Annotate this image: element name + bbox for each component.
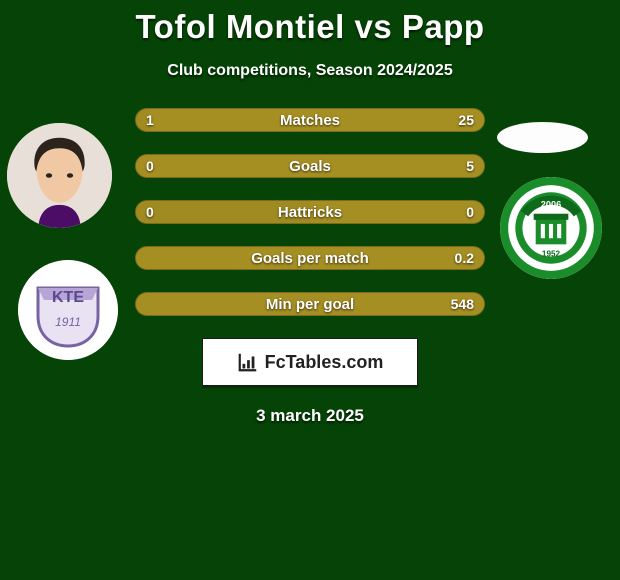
club2-year: 2006 <box>541 200 561 210</box>
stat-label: Goals <box>136 158 484 175</box>
chart-icon <box>237 351 259 373</box>
stat-label: Goals per match <box>136 250 484 267</box>
club1-year: 1911 <box>55 315 81 329</box>
date-text: 3 march 2025 <box>0 406 620 426</box>
stat-label: Hattricks <box>136 204 484 221</box>
brand-box: FcTables.com <box>202 338 418 386</box>
club2-founded: 1952 <box>542 250 561 259</box>
stat-row-mpg: Min per goal 548 <box>135 292 485 316</box>
club1-badge-icon: KTE 1911 <box>18 260 118 360</box>
stat-right-value: 25 <box>458 112 474 128</box>
club2-badge-icon: 2006 1952 <box>500 177 602 279</box>
player2-avatar <box>497 122 588 153</box>
stat-right-value: 548 <box>451 296 474 312</box>
stat-right-value: 0 <box>466 204 474 220</box>
club1-text: KTE <box>52 289 84 306</box>
page-title: Tofol Montiel vs Papp <box>0 0 620 46</box>
club2-badge: 2006 1952 <box>500 177 602 279</box>
stat-right-value: 0.2 <box>455 250 474 266</box>
stat-label: Matches <box>136 112 484 129</box>
stat-row-gpm: Goals per match 0.2 <box>135 246 485 270</box>
stat-row-hattricks: 0 Hattricks 0 <box>135 200 485 224</box>
club1-badge: KTE 1911 <box>18 260 118 360</box>
player1-face-icon <box>7 123 112 228</box>
stat-right-value: 5 <box>466 158 474 174</box>
stat-row-matches: 1 Matches 25 <box>135 108 485 132</box>
subtitle: Club competitions, Season 2024/2025 <box>0 62 620 80</box>
player1-avatar <box>7 123 112 228</box>
stat-label: Min per goal <box>136 296 484 313</box>
stats-bars: 1 Matches 25 0 Goals 5 0 Hattricks 0 Goa… <box>135 108 485 316</box>
stat-row-goals: 0 Goals 5 <box>135 154 485 178</box>
brand-text: FcTables.com <box>265 352 384 373</box>
